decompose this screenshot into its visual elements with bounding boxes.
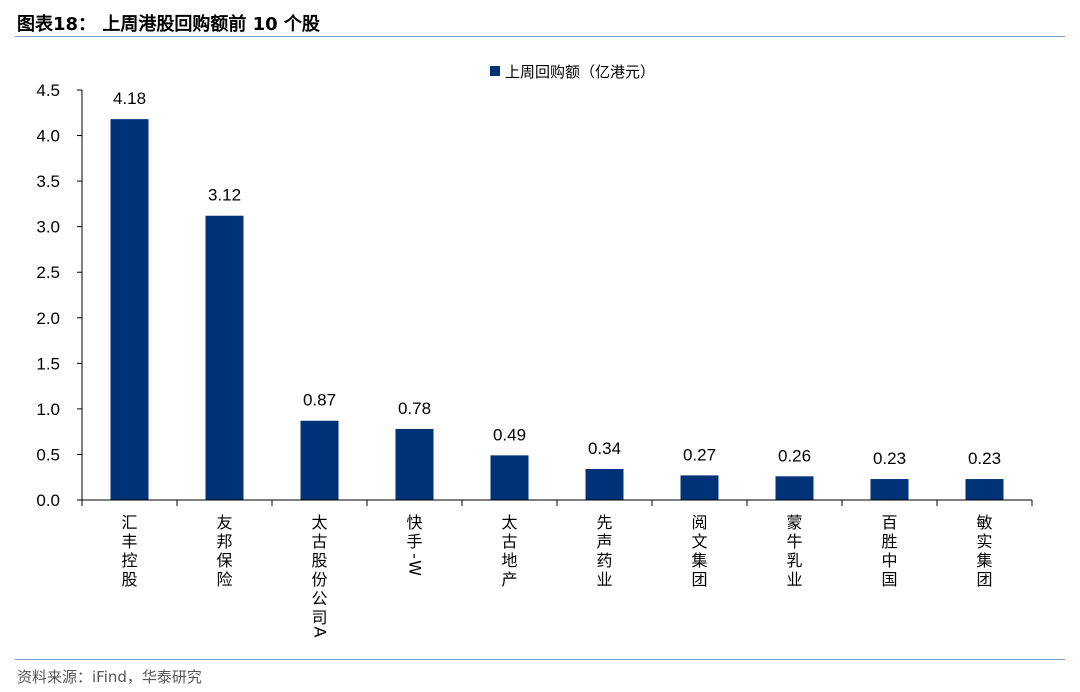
x-category-char: W xyxy=(406,560,425,576)
bar-series xyxy=(110,119,1004,501)
bar xyxy=(395,428,434,500)
x-category-label: 先声药业先声药业 xyxy=(596,513,612,589)
bar xyxy=(300,420,339,500)
x-category-char: 业 xyxy=(596,570,612,589)
x-category-char: 古 xyxy=(501,532,517,551)
x-category-label: 友邦保险友邦保险 xyxy=(216,513,232,589)
x-category-char: 阅 xyxy=(691,513,707,532)
x-category-char: 国 xyxy=(881,570,897,589)
x-category-char: 药 xyxy=(596,551,612,570)
x-category-label: 汇丰控股汇丰控股 xyxy=(121,513,137,589)
x-category-char: 产 xyxy=(501,570,517,589)
data-label: 4.18 xyxy=(113,89,146,108)
x-category-char: 份 xyxy=(311,570,327,589)
x-category-label: 蒙牛乳业蒙牛乳业 xyxy=(786,513,802,589)
x-axis: 汇丰控股汇丰控股友邦保险友邦保险太古股份公司A太古股份公司A快手-W快手-W太古… xyxy=(81,499,1033,638)
x-category-char: 地 xyxy=(501,551,517,570)
data-label: 0.23 xyxy=(873,449,906,468)
x-category-char: - xyxy=(406,553,425,559)
x-category-char: 胜 xyxy=(881,532,897,551)
figure-title: 图表18： 上周港股回购额前 10 个股 xyxy=(17,14,320,35)
bar xyxy=(775,476,814,500)
x-category-char: 丰 xyxy=(121,532,137,551)
bar xyxy=(490,455,529,500)
data-label: 0.23 xyxy=(968,449,1001,468)
legend-label: 上周回购额（亿港元） xyxy=(505,63,655,81)
x-category-char: 太 xyxy=(311,513,327,532)
x-category-char: 百 xyxy=(881,513,897,532)
data-label: 0.27 xyxy=(683,445,716,464)
data-label: 3.12 xyxy=(208,186,241,205)
y-tick-label: 4.0 xyxy=(36,127,60,146)
x-category-label: 太古股份公司A太古股份公司A xyxy=(311,513,330,638)
data-label: 0.78 xyxy=(398,399,431,418)
x-category-char: 集 xyxy=(691,551,707,570)
legend-swatch xyxy=(490,66,500,76)
x-category-label: 太古地产太古地产 xyxy=(501,513,517,589)
footer-rule xyxy=(15,659,1065,660)
x-category-char: 公 xyxy=(311,589,327,608)
x-category-label: 阅文集团阅文集团 xyxy=(691,513,707,589)
x-category-char: 险 xyxy=(216,570,232,589)
bar xyxy=(870,479,909,500)
x-category-label: 百胜中国百胜中国 xyxy=(881,513,897,589)
y-tick-label: 3.0 xyxy=(36,218,60,237)
y-tick-label: 1.0 xyxy=(36,400,60,419)
x-category-char: 文 xyxy=(691,532,707,551)
x-category-char: 手 xyxy=(406,532,422,551)
x-category-char: 太 xyxy=(501,513,517,532)
x-category-char: 实 xyxy=(976,532,992,551)
y-tick-label: 2.0 xyxy=(36,309,60,328)
x-category-char: 团 xyxy=(976,570,992,589)
x-category-char: A xyxy=(311,627,330,638)
legend: 上周回购额（亿港元） xyxy=(490,63,655,81)
data-label: 0.26 xyxy=(778,446,811,465)
data-label: 0.34 xyxy=(588,439,621,458)
y-axis: 0.0 0.5 1.0 1.5 2.0 2.5 3.0 3.5 4.0 4.5 xyxy=(36,81,83,510)
y-tick-label: 4.5 xyxy=(36,81,60,100)
bar xyxy=(205,215,244,500)
x-category-char: 汇 xyxy=(121,513,137,532)
bar xyxy=(965,479,1004,500)
x-category-char: 蒙 xyxy=(786,513,802,532)
x-category-char: 司 xyxy=(311,608,327,627)
x-category-char: 古 xyxy=(311,532,327,551)
x-category-char: 牛 xyxy=(786,532,802,551)
x-category-char: 敏 xyxy=(976,513,992,532)
x-category-char: 乳 xyxy=(786,551,802,570)
title-rule xyxy=(15,36,1065,37)
source-note: 资料来源：iFind，华泰研究 xyxy=(17,668,202,686)
y-tick-label: 2.5 xyxy=(36,263,60,282)
x-category-char: 控 xyxy=(121,551,137,570)
x-category-char: 先 xyxy=(596,513,612,532)
y-tick-label: 3.5 xyxy=(36,172,60,191)
x-category-char: 股 xyxy=(311,551,327,570)
x-category-char: 声 xyxy=(596,532,612,551)
x-category-char: 保 xyxy=(216,551,232,570)
x-category-char: 集 xyxy=(976,551,992,570)
x-category-char: 邦 xyxy=(216,532,232,551)
x-category-label: 快手-W快手-W xyxy=(406,513,425,576)
bar xyxy=(680,475,719,500)
bar xyxy=(110,119,149,501)
y-tick-label: 0.5 xyxy=(36,445,60,464)
x-category-char: 团 xyxy=(691,570,707,589)
y-tick-label: 0.0 xyxy=(36,491,60,510)
x-category-char: 股 xyxy=(121,570,137,589)
y-tick-label: 1.5 xyxy=(36,354,60,373)
data-label: 0.87 xyxy=(303,391,336,410)
x-category-char: 中 xyxy=(881,551,897,570)
x-category-char: 业 xyxy=(786,570,802,589)
x-category-char: 友 xyxy=(216,513,232,532)
x-category-char: 快 xyxy=(406,513,422,532)
data-label: 0.49 xyxy=(493,425,526,444)
data-labels: 4.18 3.12 0.87 0.78 0.49 0.34 0.27 0.26 0.23 0.23 xyxy=(113,89,1001,468)
bar xyxy=(585,469,624,500)
bar-chart: 0.0 0.5 1.0 1.5 2.0 2.5 3.0 3.5 4.0 4.5 4.18 3.12 0… xyxy=(36,63,1033,638)
x-category-label: 敏实集团敏实集团 xyxy=(976,513,992,589)
